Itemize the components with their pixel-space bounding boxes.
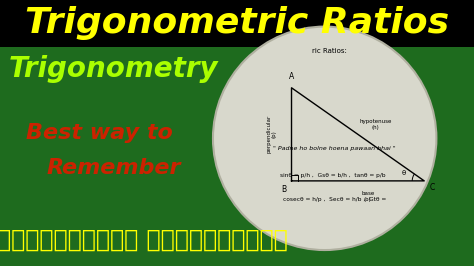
Text: θ: θ — [402, 170, 406, 176]
Text: hypotenuse
(h): hypotenuse (h) — [360, 119, 392, 130]
Text: sinθ = p/h ,  Gsθ = b/h ,  tanθ = p/b: sinθ = p/h , Gsθ = b/h , tanθ = p/b — [280, 173, 385, 178]
Text: base
(b): base (b) — [361, 191, 374, 202]
Bar — [0, 47, 474, 266]
Text: Remember: Remember — [46, 157, 181, 178]
Text: perpendicular
(p): perpendicular (p) — [266, 115, 277, 153]
Text: रमाइलोसाँग सम्झिनुहोस: रमाइलोसाँग सम्झिनुहोस — [0, 227, 288, 251]
Text: " Padne ho bolne hoena pawaan bhai ": " Padne ho bolne hoena pawaan bhai " — [273, 147, 396, 151]
Bar — [0, 0, 474, 47]
Text: C: C — [429, 183, 435, 192]
Text: Best way to: Best way to — [26, 123, 173, 143]
Ellipse shape — [213, 27, 437, 250]
Text: Trigonometry: Trigonometry — [9, 55, 219, 83]
Text: Trigonometric Ratios: Trigonometric Ratios — [25, 6, 449, 40]
Text: B: B — [281, 185, 286, 194]
Text: A: A — [289, 72, 294, 81]
Text: ric Ratios:: ric Ratios: — [312, 48, 347, 54]
Text: cosecθ = h/p ,  Secθ = h/b ,  Gtθ =: cosecθ = h/p , Secθ = h/b , Gtθ = — [283, 197, 386, 202]
